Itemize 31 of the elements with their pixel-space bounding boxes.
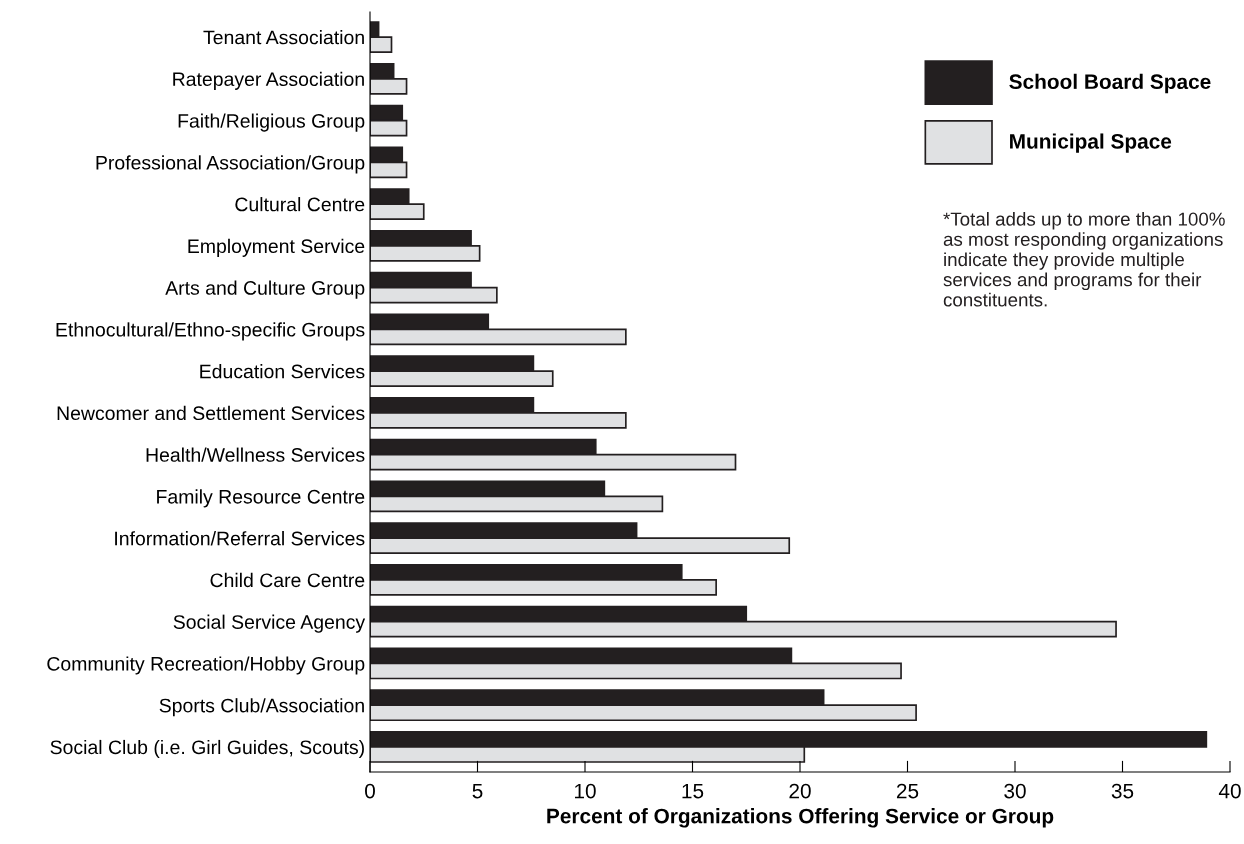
- y-tick-label: Child Care Centre: [210, 572, 365, 588]
- x-tick-label: 30: [1004, 783, 1026, 799]
- y-tick-label: Community Recreation/Hobby Group: [47, 656, 365, 675]
- y-tick-label: Social Club (i.e. Girl Guides, Scouts): [50, 739, 364, 759]
- x-tick-label: 0: [365, 783, 375, 799]
- legend-label: Municipal Space: [1010, 133, 1172, 153]
- y-tick-label: Tenant Association: [203, 30, 364, 45]
- y-tick-label: Education Services: [200, 364, 365, 379]
- x-tick-label: 25: [896, 783, 919, 799]
- y-tick-label: Newcomer and Settlement Services: [57, 405, 365, 421]
- x-tick-label: 10: [575, 783, 596, 799]
- y-tick-label: Sports Club/Association: [159, 698, 364, 717]
- y-tick-label: Information/Referral Services: [115, 531, 365, 546]
- x-tick-label: 35: [1111, 783, 1134, 799]
- x-tick-label: 20: [789, 783, 811, 799]
- x-tick-label: 15: [682, 783, 704, 799]
- x-tick-label: 40: [1218, 783, 1241, 799]
- x-axis-title: Percent of Organizations Offering Service or Group: [547, 808, 1054, 828]
- y-tick-label: Arts and Culture Group: [165, 280, 365, 299]
- legend-label: School Board Space: [1009, 73, 1211, 94]
- y-tick-label: Ethnocultural/Ethno-specific Groups: [56, 322, 365, 341]
- annotation: *Total adds up to more than 100% as most responding organizations indicate they provide multiple services and programs for their constituents.: [943, 212, 1225, 307]
- y-tick-label: Family Resource Centre: [157, 489, 365, 508]
- y-tick-label: Social Service Agency: [173, 614, 366, 633]
- y-tick-label: Cultural Centre: [235, 197, 365, 212]
- y-tick-label: Professional Association/Group: [96, 155, 365, 174]
- y-tick-label: Health/Wellness Services: [146, 447, 365, 462]
- x-tick-label: 5: [472, 783, 483, 799]
- y-tick-label: Employment Service: [188, 238, 365, 257]
- y-tick-label: Ratepayer Association: [173, 71, 364, 90]
- y-tick-label: Faith/Religious Group: [178, 113, 365, 132]
